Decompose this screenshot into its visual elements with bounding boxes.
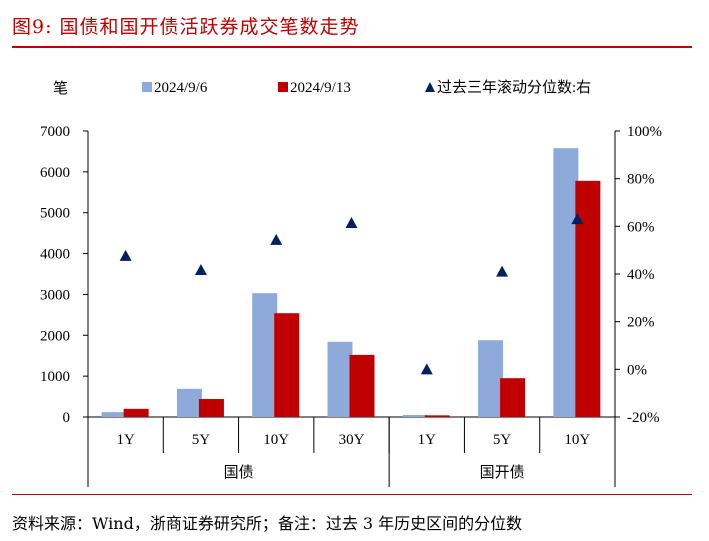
bar-sep13	[575, 180, 601, 417]
category-label: 30Y	[339, 432, 365, 448]
source-note: 资料来源：Wind，浙商证券研究所；备注：过去 3 年历史区间的分位数	[12, 514, 523, 533]
category-label: 1Y	[418, 432, 437, 448]
bar-sep6	[553, 148, 579, 417]
bar-sep6	[402, 414, 428, 417]
y2-tick-label: 100%	[627, 124, 662, 140]
percentile-marker	[119, 249, 132, 261]
category-label: 10Y	[564, 432, 590, 448]
legend-triangle-icon	[425, 82, 435, 92]
figure-title: 图9: 国债和国开债活跃券成交笔数走势	[12, 16, 360, 38]
legend-label: 过去三年滚动分位数:右	[437, 79, 591, 96]
bar-sep13	[274, 313, 300, 417]
bar-sep6	[252, 293, 278, 417]
legend-label: 2024/9/13	[290, 80, 351, 96]
legend-label: 2024/9/6	[154, 80, 208, 96]
legend-swatch	[278, 82, 288, 92]
y2-tick-label: -20%	[627, 410, 660, 426]
percentile-marker	[571, 213, 584, 225]
y2-tick-label: 40%	[627, 267, 655, 283]
legend-swatch	[142, 82, 152, 92]
percentile-marker	[496, 265, 509, 277]
y2-tick-label: 0%	[627, 362, 647, 378]
y-tick-label: 1000	[40, 369, 70, 385]
bar-sep13	[500, 378, 526, 417]
footer-divider	[12, 494, 692, 495]
bar-sep6	[327, 341, 353, 417]
bar-sep13	[424, 415, 450, 417]
category-label: 5Y	[192, 432, 211, 448]
y-tick-label: 0	[63, 410, 71, 426]
y-tick-label: 3000	[40, 287, 70, 303]
y-tick-label: 5000	[40, 206, 70, 222]
percentile-marker	[270, 233, 283, 245]
bar-sep6	[478, 340, 504, 417]
percentile-marker	[194, 263, 207, 275]
y-tick-label: 6000	[40, 165, 70, 181]
group-label: 国债	[224, 464, 254, 481]
bar-sep6	[101, 412, 127, 417]
y-tick-label: 2000	[40, 328, 70, 344]
y2-tick-label: 80%	[627, 172, 655, 188]
category-label: 10Y	[263, 432, 289, 448]
bar-sep6	[176, 388, 202, 417]
category-label: 1Y	[116, 432, 135, 448]
percentile-marker	[420, 363, 433, 375]
title-divider	[12, 46, 692, 48]
bar-sep13	[349, 354, 375, 417]
y2-tick-label: 60%	[627, 219, 655, 235]
y2-tick-label: 20%	[627, 315, 655, 331]
category-label: 5Y	[493, 432, 512, 448]
bar-sep13	[123, 408, 149, 417]
y-tick-label: 7000	[40, 124, 70, 140]
y-axis-label: 笔	[53, 80, 68, 97]
percentile-marker	[345, 216, 358, 228]
bar-sep13	[198, 399, 224, 417]
group-label: 国开债	[480, 464, 525, 481]
y-tick-label: 4000	[40, 247, 70, 263]
